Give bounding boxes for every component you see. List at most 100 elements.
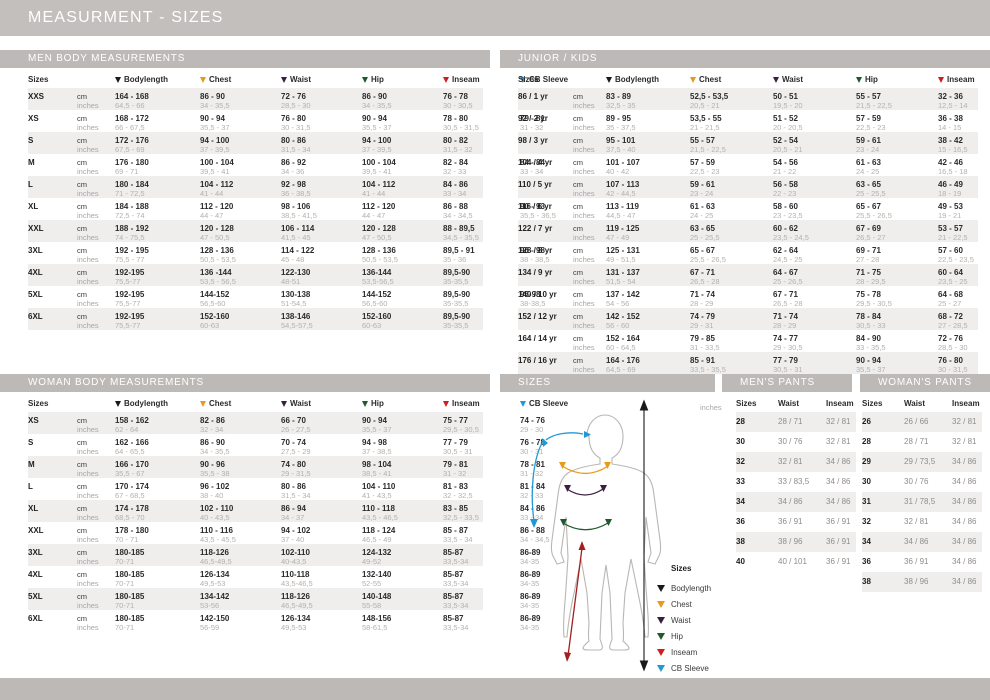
table-row[interactable]: 4XL cm inches 180-185 70-71 126-134 49,5-53 110… — [28, 566, 540, 588]
cell-hip-cm: 110 - 118 — [362, 504, 395, 513]
table-row[interactable]: 4XL cm inches 192-195 75,5-77 136 -144 53,5 - … — [28, 264, 545, 286]
table-row[interactable]: 5XL cm inches 192-195 75,5-77 144-152 56,5-60 1… — [28, 286, 545, 308]
pants-table-row[interactable]: 32 32 / 81 34 / 86 — [736, 452, 856, 472]
chest-arrow-icon — [561, 465, 609, 475]
cell-bodylength-inches: 54 - 56 — [606, 299, 630, 308]
cell-hip-cm: 63 - 65 — [856, 180, 881, 189]
row-size-label: 4XL — [28, 570, 43, 579]
pants-table-row[interactable]: 38 38 / 96 34 / 86 — [862, 572, 982, 592]
cell-bodylength-cm: 180-185 — [115, 570, 145, 579]
cell-waist-cm: 70 - 74 — [281, 438, 306, 447]
unit-cm-label: cm — [77, 202, 87, 211]
pants-table-row[interactable]: 36 36 / 91 34 / 86 — [862, 552, 982, 572]
cell-chest-cm: 112 - 120 — [200, 202, 234, 211]
cell-bodylength-inches: 56 - 60 — [606, 321, 630, 330]
table-row[interactable]: XS cm inches 168 - 172 66 - 67,5 90 - 94 35,5 … — [28, 110, 545, 132]
cell-hip-inches: 46,5 - 49 — [362, 535, 392, 544]
row-size-label: 86 / 1 yr — [518, 92, 548, 101]
cell-bodylength-cm: 192-195 — [115, 290, 145, 299]
pants-table-row[interactable]: 26 26 / 66 32 / 81 — [862, 412, 982, 432]
pants-table-row[interactable]: 32 32 / 81 34 / 86 — [862, 512, 982, 532]
table-row[interactable]: XL cm inches 174 - 178 68,5 - 70 102 - 110 40 … — [28, 500, 545, 522]
table-row[interactable]: 104 / 4 yr cm inches 101 - 107 40 - 42 57 - 5… — [518, 154, 978, 176]
cell-hip-cm: 69 - 71 — [856, 246, 881, 255]
section-header-woman: WOMAN BODY MEASUREMENTS — [0, 374, 490, 392]
table-row[interactable]: 152 / 12 yr cm inches 142 - 152 56 - 60 74 - … — [518, 308, 978, 330]
unit-inches-label: inches — [573, 123, 595, 132]
cell-hip-cm: 152-160 — [362, 312, 392, 321]
pants-table-row[interactable]: 30 30 / 76 34 / 86 — [862, 472, 982, 492]
table-row[interactable]: XXL cm inches 178 - 180 70 - 71 110 - 116 43,5… — [28, 522, 550, 544]
unit-cm-label: cm — [77, 180, 87, 189]
unit-cm-label: cm — [77, 268, 87, 277]
pants-table-row[interactable]: 28 28 / 71 32 / 81 — [862, 432, 982, 452]
pants-table-row[interactable]: 29 29 / 73,5 34 / 86 — [862, 452, 982, 472]
pants-table-row[interactable]: 34 34 / 86 34 / 86 — [736, 492, 856, 512]
pants-table-row[interactable]: 30 30 / 76 32 / 81 — [736, 432, 856, 452]
cb-sleeve-arrowhead-3-icon — [530, 519, 538, 528]
unit-cm-label: cm — [77, 460, 87, 469]
pants-cell-waist: 31 / 78,5 — [904, 497, 936, 506]
pants-table-row[interactable]: 34 34 / 86 34 / 86 — [862, 532, 982, 552]
table-row[interactable]: 140 / 10 yr cm inches 137 - 142 54 - 56 71 - … — [518, 286, 978, 308]
cell-cb-sleeve-cm: 90 - 93 — [520, 202, 545, 211]
column-header-waist: Waist — [281, 75, 311, 84]
table-row[interactable]: 122 / 7 yr cm inches 119 - 125 47 - 49 63 - 6… — [518, 220, 978, 242]
pants-table-row[interactable]: 28 28 / 71 32 / 81 — [736, 412, 856, 432]
pants-table-row[interactable]: 38 38 / 96 36 / 91 — [736, 532, 856, 552]
cell-bodylength-cm: 188 - 192 — [115, 224, 149, 233]
cell-cb-sleeve-cm: 86-89 — [520, 548, 541, 557]
table-row[interactable]: 86 / 1 yr cm inches 83 - 89 32,5 - 35 52,5 - … — [518, 88, 978, 110]
pants-table-row[interactable]: 33 33 / 83,5 34 / 86 — [736, 472, 856, 492]
table-row[interactable]: 3XL cm inches 192 - 195 75,5 - 77 128 - 136 50… — [28, 242, 550, 264]
pants-table-row[interactable]: 40 40 / 101 36 / 91 — [736, 552, 856, 572]
table-row[interactable]: 134 / 9 yr cm inches 131 - 137 51,5 - 54 67 -… — [518, 264, 978, 286]
table-row[interactable]: 164 / 14 yr cm inches 152 - 164 60 - 64,5 79 … — [518, 330, 978, 352]
cell-hip-cm: 94 - 98 — [362, 438, 387, 447]
cell-bodylength-cm: 95 - 101 — [606, 136, 636, 145]
cell-inseam-inches: 31 - 32 — [443, 469, 467, 478]
pants-table-row[interactable]: 31 31 / 78,5 34 / 86 — [862, 492, 982, 512]
page-footer-bar — [0, 678, 990, 700]
table-row[interactable]: 6XL cm inches 192-195 75,5-77 152-160 60-63 138… — [28, 308, 545, 330]
table-row[interactable]: 176 / 16 yr cm inches 164 - 176 64,5 - 69 85 … — [518, 352, 978, 374]
unit-inches-label: inches — [77, 491, 99, 500]
cell-bodylength-cm: 101 - 107 — [606, 158, 640, 167]
table-row[interactable]: XXS cm inches 164 - 168 64,5 - 66 86 - 90 34 -… — [28, 88, 550, 110]
table-row[interactable]: 128 / 8 yr cm inches 125 - 131 49 - 51,5 65 -… — [518, 242, 978, 264]
pants-cell-inseam: 34 / 86 — [952, 497, 977, 506]
table-row[interactable]: XXL cm inches 188 - 192 74 - 75,5 120 - 128 47… — [28, 220, 550, 242]
table-row[interactable]: 3XL cm inches 180-185 70-71 118-126 46,5-49,5 1… — [28, 544, 540, 566]
column-header-sizes: Sizes — [518, 75, 539, 84]
table-row[interactable]: XS cm inches 158 - 162 62 - 64 82 - 86 32 - 34… — [28, 412, 545, 434]
table-row[interactable]: 110 / 5 yr cm inches 107 - 113 42 - 44,5 59 -… — [518, 176, 978, 198]
table-row[interactable]: 98 / 3 yr cm inches 95 - 101 37,5 - 40 55 - 5… — [518, 132, 978, 154]
cell-hip-cm: 90 - 94 — [856, 356, 881, 365]
cell-inseam-cm: 57 - 60 — [938, 246, 963, 255]
unit-cm-label: cm — [573, 158, 583, 167]
table-row[interactable]: 92 / 2 yr cm inches 89 - 95 35 - 37,5 53,5 - … — [518, 110, 978, 132]
cell-waist-cm: 130-138 — [281, 290, 311, 299]
cell-bodylength-cm: 137 - 142 — [606, 290, 640, 299]
pants-table-row[interactable]: 36 36 / 91 36 / 91 — [736, 512, 856, 532]
cell-waist-cm: 114 - 122 — [281, 246, 315, 255]
bodylength-marker-icon — [115, 77, 121, 83]
cell-chest-inches: 37 - 39,5 — [200, 145, 230, 154]
cell-chest-cm: 96 - 102 — [200, 482, 230, 491]
table-row[interactable]: 116 / 6 yr cm inches 113 - 119 44,5 - 47 61 -… — [518, 198, 978, 220]
unit-inches-label: inches — [77, 299, 99, 308]
row-size-label: 134 / 9 yr — [518, 268, 553, 277]
table-row[interactable]: 6XL cm inches 180-185 70-71 142-150 56-59 126-1… — [28, 610, 540, 632]
pants-cell-waist: 38 / 96 — [904, 577, 929, 586]
row-size-label: 4XL — [28, 268, 43, 277]
row-size-label: XXL — [28, 526, 44, 535]
cell-bodylength-inches: 49 - 51,5 — [606, 255, 636, 264]
table-row[interactable]: 5XL cm inches 180-185 70-71 134-142 53-56 118-1… — [28, 588, 540, 610]
table-row[interactable]: XL cm inches 184 - 188 72,5 - 74 112 - 120 44 … — [28, 198, 556, 220]
